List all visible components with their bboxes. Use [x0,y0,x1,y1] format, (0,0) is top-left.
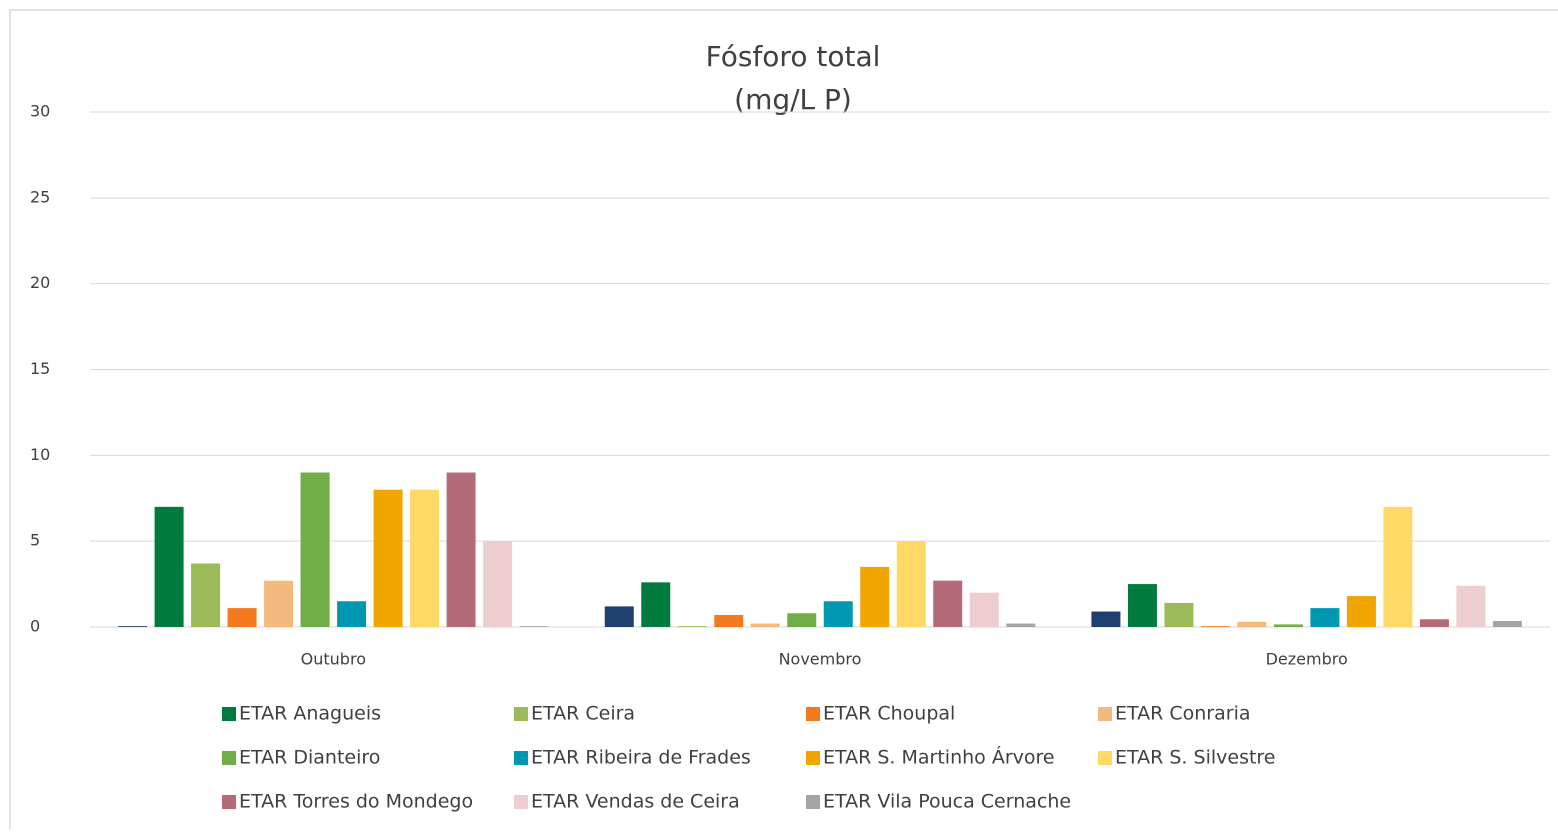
bar [1164,602,1194,627]
y-tick-label: 15 [30,359,50,378]
bar [1006,623,1036,627]
bar [1127,584,1157,627]
y-tick-label: 30 [30,102,50,121]
bar [1237,621,1267,627]
bar [337,601,367,627]
legend-swatch [514,707,528,721]
legend-label: ETAR Conraria [1115,703,1251,725]
y-tick-label: 25 [30,187,50,206]
y-tick-label: 10 [30,445,50,464]
bar [1383,506,1413,627]
bar [446,472,476,627]
bar [1200,626,1230,627]
bar [410,489,440,627]
bar [969,592,999,627]
legend-label: ETAR Vendas de Ceira [531,791,740,813]
legend-swatch [806,795,820,809]
chart-frame [9,9,1558,833]
legend-swatch [1098,751,1112,765]
bar [1310,608,1340,627]
bar [1346,596,1376,627]
bar [519,626,549,627]
bar [227,608,257,627]
legend-label: ETAR Torres do Mondego [239,791,473,813]
legend-label: ETAR S. Martinho Árvore [823,746,1055,769]
bar [933,580,963,627]
bar [154,506,184,627]
legend-swatch [514,751,528,765]
bar [787,613,817,627]
legend-label: ETAR Dianteiro [239,747,380,769]
bar [1273,624,1303,627]
bar [896,541,926,627]
y-tick-label: 5 [30,531,40,550]
bar [860,566,890,627]
x-tick-label: Novembro [779,650,862,669]
bar [300,472,330,627]
legend-swatch [222,707,236,721]
bar [823,601,853,627]
legend-swatch [806,707,820,721]
x-tick-label: Dezembro [1266,650,1348,669]
bar [118,626,148,627]
bar [1456,585,1486,627]
bar [750,623,780,627]
chart-subtitle: (mg/L P) [734,83,852,116]
legend-label: ETAR Vila Pouca Cernache [823,791,1071,813]
legend-label: ETAR Choupal [823,703,955,725]
legend-label: ETAR Anagueis [239,703,381,725]
legend-label: ETAR S. Silvestre [1115,747,1276,769]
bar [483,541,513,627]
bar [1492,620,1522,627]
legend-swatch [806,751,820,765]
x-tick-label: Outubro [301,650,366,669]
bar [1419,619,1449,627]
legend-swatch [222,795,236,809]
legend-label: ETAR Ribeira de Frades [531,747,751,769]
bar [641,582,671,627]
legend-swatch [1098,707,1112,721]
bar [714,614,744,627]
bar [373,489,403,627]
legend-swatch [514,795,528,809]
legend-swatch [222,751,236,765]
legend-label: ETAR Ceira [531,703,635,725]
bar [677,626,707,627]
bar [264,580,294,627]
bar [1091,611,1121,627]
chart-title: Fósforo total [706,40,881,73]
y-tick-label: 0 [30,617,40,636]
bar [191,563,221,627]
bar [604,606,634,627]
y-tick-label: 20 [30,273,50,292]
